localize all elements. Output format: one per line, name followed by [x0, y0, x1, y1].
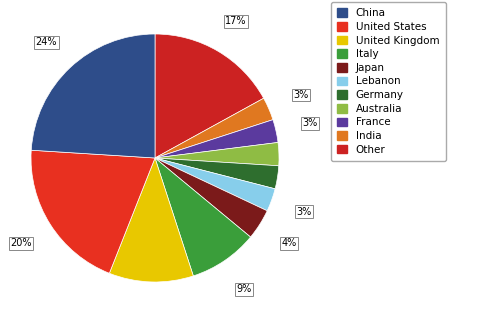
- Wedge shape: [110, 158, 194, 282]
- Text: 3%: 3%: [296, 207, 312, 217]
- Wedge shape: [31, 150, 155, 273]
- Text: 3%: 3%: [0, 315, 1, 316]
- Text: 9%: 9%: [236, 284, 252, 294]
- Text: 3%: 3%: [0, 315, 1, 316]
- Wedge shape: [155, 34, 264, 158]
- Wedge shape: [155, 98, 273, 158]
- Wedge shape: [155, 158, 267, 237]
- Wedge shape: [155, 120, 278, 158]
- Wedge shape: [155, 158, 275, 211]
- Text: 3%: 3%: [293, 90, 308, 100]
- Text: 11%: 11%: [0, 315, 1, 316]
- Text: 20%: 20%: [10, 238, 32, 248]
- Legend: China, United States, United Kingdom, Italy, Japan, Lebanon, Germany, Australia,: China, United States, United Kingdom, It…: [330, 2, 446, 161]
- Wedge shape: [155, 158, 250, 276]
- Text: 3%: 3%: [302, 118, 318, 128]
- Wedge shape: [155, 158, 279, 189]
- Wedge shape: [155, 143, 279, 166]
- Text: 24%: 24%: [36, 37, 57, 47]
- Wedge shape: [31, 34, 155, 158]
- Text: 17%: 17%: [225, 16, 246, 26]
- Text: 4%: 4%: [282, 238, 296, 248]
